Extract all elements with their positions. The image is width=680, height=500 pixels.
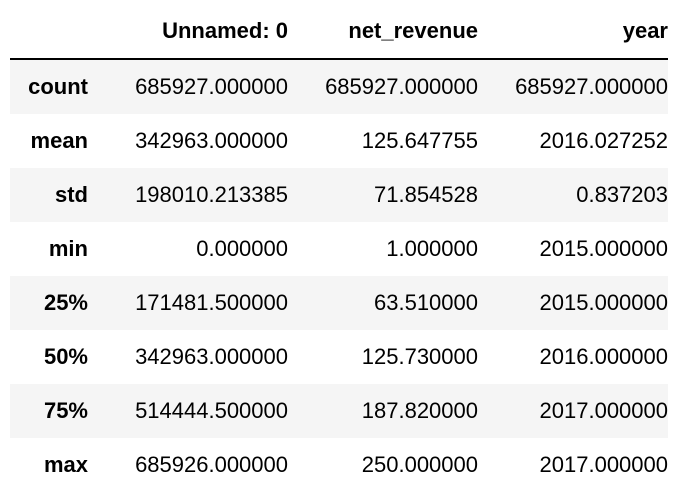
row-label: min bbox=[48, 236, 88, 261]
table-cell: 125.647755 bbox=[361, 128, 478, 153]
row-label: 50% bbox=[43, 344, 88, 369]
table-cell: 685927.000000 bbox=[325, 74, 478, 99]
table-cell: 1.000000 bbox=[386, 236, 478, 261]
table-cell: 2016.027252 bbox=[539, 128, 668, 153]
table-row: 50% 342963.000000 125.730000 2016.000000 bbox=[10, 330, 668, 384]
table-cell: 685927.000000 bbox=[515, 74, 668, 99]
column-header-unnamed-0: Unnamed: 0 bbox=[88, 4, 288, 60]
table-cell: 342963.000000 bbox=[135, 344, 288, 369]
table-cell: 2017.000000 bbox=[539, 398, 668, 423]
column-header-net-revenue: net_revenue bbox=[288, 4, 478, 60]
column-header-year: year bbox=[478, 4, 668, 60]
table-cell: 171481.500000 bbox=[135, 290, 288, 315]
row-label: mean bbox=[30, 128, 88, 153]
table-cell: 187.820000 bbox=[361, 398, 478, 423]
table-row: max 685926.000000 250.000000 2017.000000 bbox=[10, 438, 668, 492]
table-cell: 514444.500000 bbox=[135, 398, 288, 423]
table-row: 75% 514444.500000 187.820000 2017.000000 bbox=[10, 384, 668, 438]
table-header: Unnamed: 0 net_revenue year bbox=[10, 4, 668, 60]
row-label: 25% bbox=[43, 290, 88, 315]
table-row: mean 342963.000000 125.647755 2016.02725… bbox=[10, 114, 668, 168]
describe-table: Unnamed: 0 net_revenue year count 685927… bbox=[10, 4, 668, 492]
table-row: std 198010.213385 71.854528 0.837203 bbox=[10, 168, 668, 222]
table-cell: 71.854528 bbox=[374, 182, 478, 207]
table-row: min 0.000000 1.000000 2015.000000 bbox=[10, 222, 668, 276]
table-cell: 685927.000000 bbox=[135, 74, 288, 99]
table-cell: 198010.213385 bbox=[135, 182, 288, 207]
header-row: Unnamed: 0 net_revenue year bbox=[10, 4, 668, 60]
table-cell: 2015.000000 bbox=[539, 290, 668, 315]
table-cell: 0.000000 bbox=[196, 236, 288, 261]
table-cell: 0.837203 bbox=[576, 182, 668, 207]
table-cell: 125.730000 bbox=[361, 344, 478, 369]
table-row: count 685927.000000 685927.000000 685927… bbox=[10, 59, 668, 114]
index-header bbox=[10, 4, 88, 60]
table-cell: 685926.000000 bbox=[135, 452, 288, 477]
table-cell: 63.510000 bbox=[374, 290, 478, 315]
table-cell: 2015.000000 bbox=[539, 236, 668, 261]
table-cell: 250.000000 bbox=[361, 452, 478, 477]
table-cell: 2016.000000 bbox=[539, 344, 668, 369]
row-label: 75% bbox=[43, 398, 88, 423]
table-cell: 342963.000000 bbox=[135, 128, 288, 153]
table-row: 25% 171481.500000 63.510000 2015.000000 bbox=[10, 276, 668, 330]
table-body: count 685927.000000 685927.000000 685927… bbox=[10, 59, 668, 492]
row-label: count bbox=[28, 74, 88, 99]
row-label: std bbox=[55, 182, 88, 207]
row-label: max bbox=[43, 452, 88, 477]
table-cell: 2017.000000 bbox=[539, 452, 668, 477]
